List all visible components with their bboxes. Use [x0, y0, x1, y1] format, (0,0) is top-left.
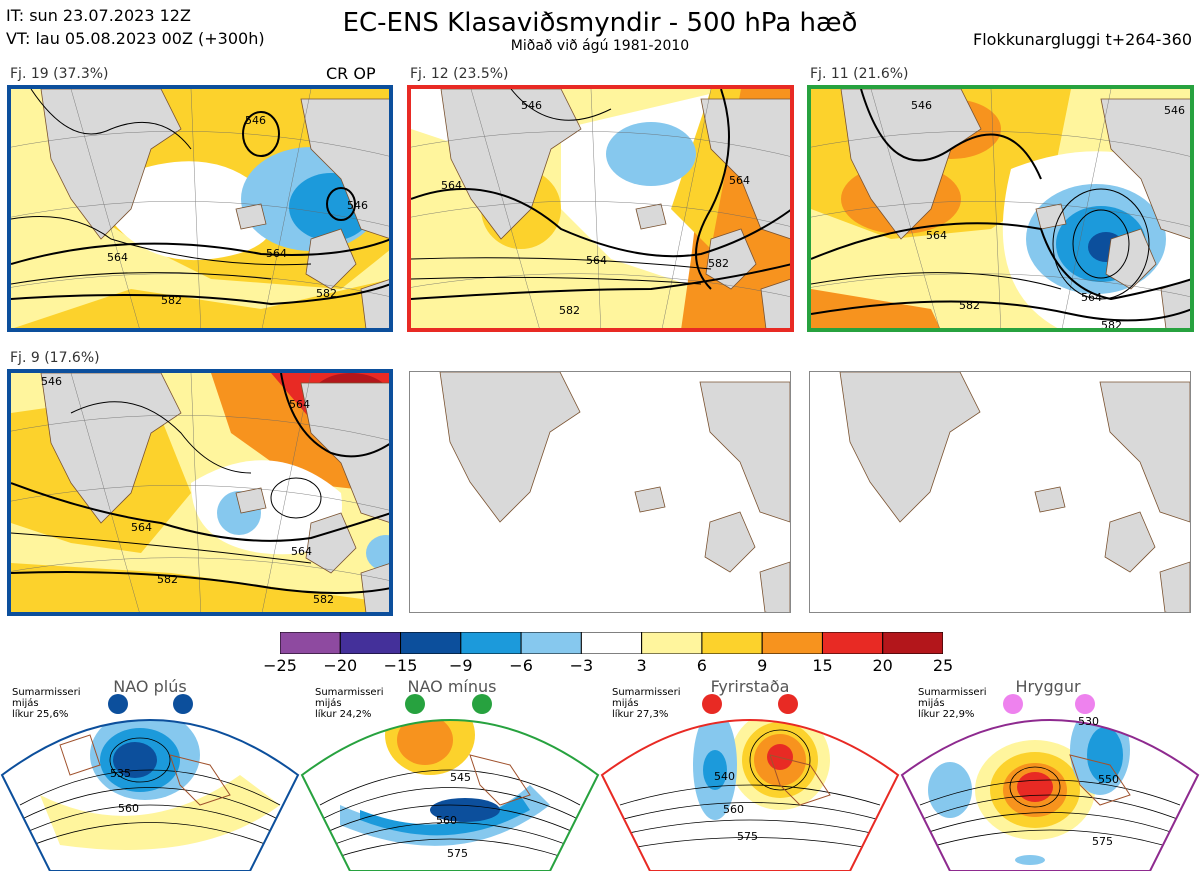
- colorbar-swatch-5: [580, 631, 643, 655]
- empty-map-panel-1: [409, 371, 791, 613]
- cluster-3-contour-582b: 582: [1101, 319, 1122, 330]
- page-title: EC-ENS Klasaviðsmyndir - 500 hPa hæð: [342, 8, 858, 38]
- colorbar-label-10: 20: [872, 656, 893, 675]
- regime-3-contour-540: 540: [714, 770, 735, 783]
- regime-4-map[interactable]: 530 550 575: [900, 695, 1200, 871]
- regime-1-title: NAO plús: [113, 677, 187, 696]
- regime-1-marker-right: [173, 694, 193, 714]
- cluster-1-tag: CR OP: [326, 64, 376, 83]
- regime-2-contour-575: 575: [447, 847, 468, 860]
- cluster-4-contour-564a: 564: [131, 521, 152, 534]
- cluster-1-contour-564b: 564: [266, 247, 287, 260]
- regime-4-marker-left: [1003, 694, 1023, 714]
- colorbar-label-5: −3: [569, 656, 594, 675]
- header-info: IT: sun 23.07.2023 12Z VT: lau 05.08.202…: [6, 4, 265, 50]
- regime-3-marker-right: [778, 694, 798, 714]
- valid-time: VT: lau 05.08.2023 00Z (+300h): [6, 29, 265, 48]
- colorbar-swatch-4: [520, 631, 582, 655]
- regime-1-note: Sumarmisseri mijás líkur 25,6%: [12, 687, 81, 720]
- colorbar-label-9: 15: [812, 656, 833, 675]
- cluster-4-contour-582a: 582: [157, 573, 178, 586]
- regime-3-marker-left: [702, 694, 722, 714]
- colorbar-swatch-1: [339, 631, 402, 655]
- regime-4-note: Sumarmisseri mijás líkur 22,9%: [918, 687, 987, 720]
- regime-3-note: Sumarmisseri mijás líkur 27,3%: [612, 687, 681, 720]
- colorbar-label-6: 3: [636, 656, 647, 675]
- cluster-3-contour-582a: 582: [959, 299, 980, 312]
- colorbar-label-4: −6: [509, 656, 533, 675]
- regime-2-marker-left: [405, 694, 425, 714]
- cluster-3-contour-546b: 546: [1164, 104, 1185, 117]
- regime-2-note: Sumarmisseri mijás líkur 24,2%: [315, 687, 384, 720]
- colorbar-label-7: 6: [696, 656, 707, 675]
- cluster-1-contour-546b: 546: [347, 199, 368, 212]
- regime-2-map[interactable]: 545 560 575: [300, 695, 600, 871]
- colorbar-swatch-3: [460, 631, 522, 655]
- regimes-row: Sumarmisseri mijás líkur 25,6% NAO plús 53…: [0, 675, 1200, 871]
- cluster-4-map[interactable]: 546 564 564 582 582 564: [7, 369, 393, 616]
- colorbar-label-0: −25: [263, 656, 297, 675]
- colorbar-label-1: −20: [323, 656, 358, 675]
- colorbar-label-11: 25: [932, 656, 954, 675]
- cluster-1-label: Fj. 19 (37.3%): [10, 66, 109, 82]
- cluster-4-label: Fj. 9 (17.6%): [10, 350, 100, 366]
- colorbar-swatch-2: [400, 631, 462, 655]
- regime-3-contour-560: 560: [723, 803, 744, 816]
- regime-3-title: Fyrirstaða: [710, 677, 790, 696]
- colorbar-swatch-10: [882, 631, 944, 655]
- initial-time: IT: sun 23.07.2023 12Z: [6, 6, 191, 25]
- cluster-2-map[interactable]: 546 564 564 582 582 564: [407, 85, 794, 332]
- regime-4-marker-right: [1075, 694, 1095, 714]
- colorbar-swatch-6: [641, 631, 703, 655]
- regime-4-contour-530: 530: [1078, 715, 1099, 728]
- empty-map-panel-2: [809, 371, 1191, 613]
- colorbar-swatch-9: [821, 631, 884, 655]
- regime-3-contour-575: 575: [737, 830, 758, 843]
- cluster-4-contour-564c: 564: [289, 398, 310, 411]
- cluster-3-contour-564a: 564: [926, 229, 947, 242]
- cluster-2-contour-564a: 564: [441, 179, 462, 192]
- cluster-2-contour-582a: 582: [559, 304, 580, 317]
- cluster-3-map[interactable]: 546 564 564 582 582 546: [807, 85, 1194, 332]
- regime-2-contour-560: 560: [436, 814, 457, 827]
- classification-window: Flokkunargluggi t+264-360: [973, 30, 1192, 49]
- cluster-1-contour-564a: 564: [107, 251, 128, 264]
- regime-2-marker-right: [472, 694, 492, 714]
- colorbar-label-2: −15: [383, 656, 418, 675]
- colorbar-swatch-7: [701, 631, 763, 655]
- cluster-2-label: Fj. 12 (23.5%): [410, 66, 509, 82]
- cluster-2-contour-546: 546: [521, 99, 542, 112]
- colorbar-swatch-8: [761, 631, 823, 655]
- regime-1-marker-left: [108, 694, 128, 714]
- cluster-1-contour-582a: 582: [161, 294, 182, 307]
- cluster-2-contour-582b: 582: [708, 257, 729, 270]
- cluster-2-contour-564c: 564: [729, 174, 750, 187]
- cluster-1-contour-546a: 546: [245, 114, 266, 127]
- cluster-2-contour-564b: 564: [586, 254, 607, 267]
- cluster-1-map[interactable]: 546 546 564 564 582 582: [7, 85, 393, 332]
- regime-1-contour-535: 535: [110, 767, 131, 780]
- regime-1-contour-560: 560: [118, 802, 139, 815]
- colorbar-labels: −25 −20 −15 −9 −6 −3 3 6 9 15 20 25: [263, 656, 953, 676]
- regime-2-title: NAO mínus: [407, 677, 497, 696]
- cluster-4-contour-582b: 582: [313, 593, 334, 606]
- cluster-4-contour-546: 546: [41, 375, 62, 388]
- regime-4-title: Hryggur: [1015, 677, 1081, 696]
- regime-4-contour-550: 550: [1098, 773, 1119, 786]
- cluster-3-contour-564b: 564: [1081, 291, 1102, 304]
- cluster-3-contour-546: 546: [911, 99, 932, 112]
- regime-3-map[interactable]: 540 560 575: [600, 695, 900, 871]
- colorbar-label-8: 9: [757, 656, 768, 675]
- cluster-4-contour-564b: 564: [291, 545, 312, 558]
- cluster-1-contour-582b: 582: [316, 287, 337, 300]
- page-subtitle: Miðað við ágú 1981-2010: [510, 38, 690, 54]
- colorbar-swatch-0: [279, 631, 341, 655]
- regime-2-contour-545: 545: [450, 771, 471, 784]
- colorbar-label-3: −9: [449, 656, 473, 675]
- colorbar-swatches: [279, 631, 944, 655]
- cluster-3-label: Fj. 11 (21.6%): [810, 66, 909, 82]
- regime-1-map[interactable]: 535 560: [0, 695, 300, 871]
- colorbar: [279, 631, 944, 655]
- regime-4-contour-575: 575: [1092, 835, 1113, 848]
